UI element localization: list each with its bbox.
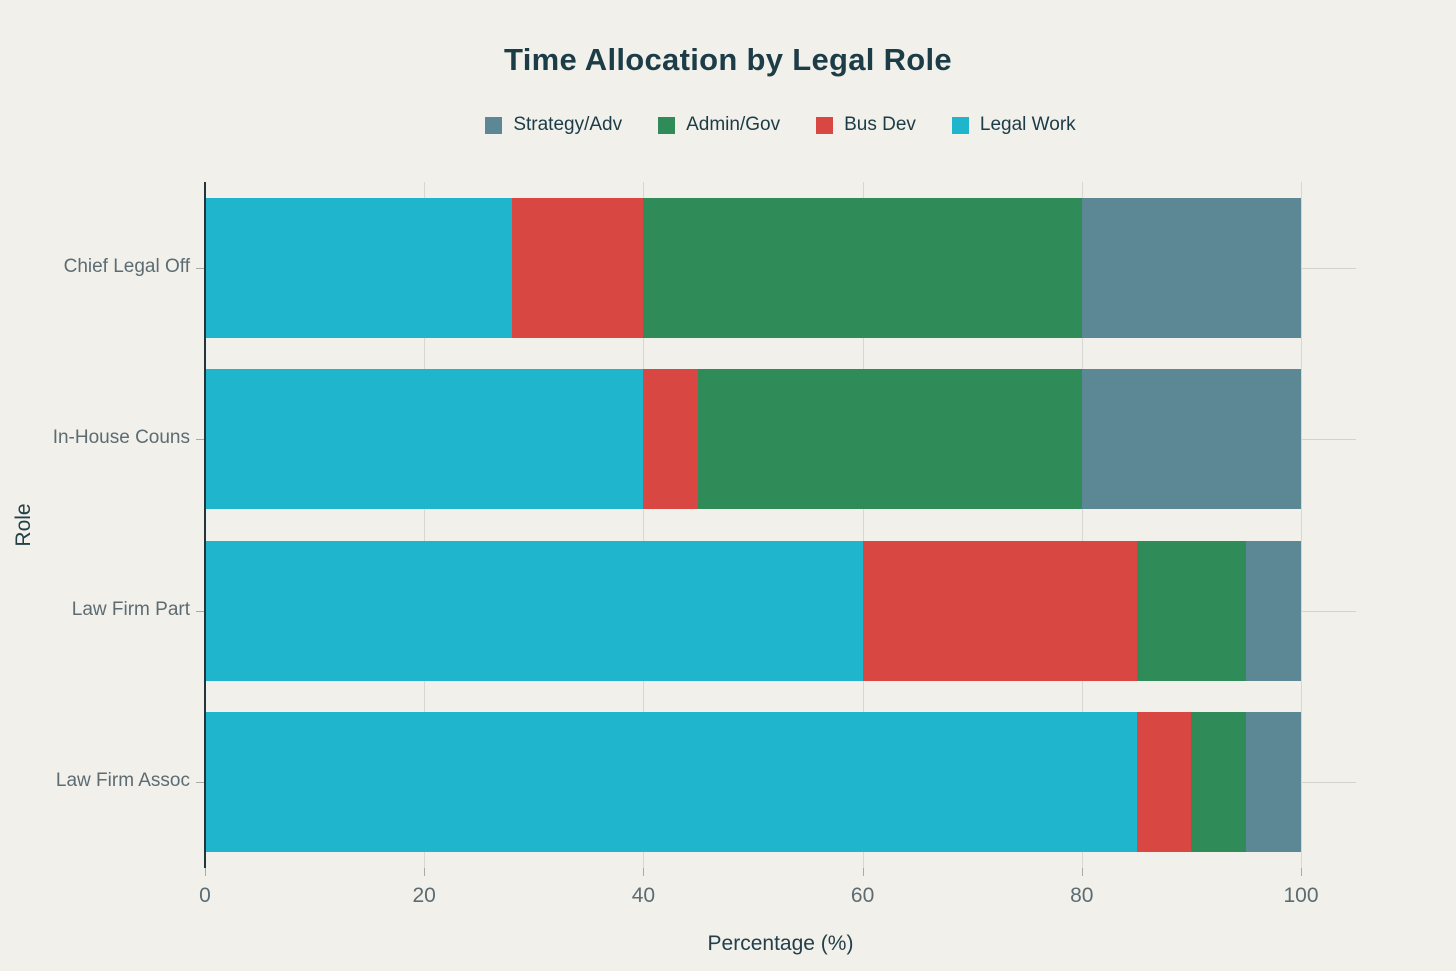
x-gridline-80 bbox=[1081, 182, 1083, 868]
x-gridline-40 bbox=[643, 182, 645, 868]
bar-segment-in-house-couns-legal-work bbox=[205, 369, 644, 510]
y-tick-label-chief-legal-off: Chief Legal Off bbox=[63, 255, 190, 277]
bar-segment-law-firm-assoc-admin-gov bbox=[1191, 712, 1247, 853]
legend-swatch-admin-gov bbox=[658, 116, 676, 134]
legend-label: Strategy/Adv bbox=[513, 114, 623, 135]
x-tick-20 bbox=[424, 868, 426, 876]
plot-area: 0 20 40 60 80 100 Chief Legal Off In-House Coun… bbox=[53, 182, 1356, 907]
legend-item-strategy-adv: Strategy/Adv bbox=[485, 114, 622, 136]
bar-segment-law-firm-assoc-strategy-adv bbox=[1246, 712, 1301, 853]
x-tick-label-60: 60 bbox=[850, 884, 875, 907]
bar-segment-chief-legal-off-admin-gov bbox=[643, 197, 1082, 338]
x-gridline-100 bbox=[1301, 182, 1302, 868]
y-axis-spine bbox=[204, 182, 206, 868]
y-axis-title: Role bbox=[12, 503, 35, 547]
bar-in-house-couns bbox=[205, 369, 1301, 510]
bar-segment-in-house-couns-admin-gov bbox=[698, 369, 1082, 510]
y-tick-label-in-house-couns: In-House Couns bbox=[52, 427, 190, 449]
legend-item-admin-gov: Admin/Gov bbox=[658, 114, 780, 136]
y-tick-in-house-couns bbox=[196, 439, 205, 441]
x-axis-title: Percentage (%) bbox=[707, 932, 854, 955]
bar-segment-law-firm-part-admin-gov bbox=[1136, 540, 1247, 681]
legend-label: Admin/Gov bbox=[686, 114, 781, 135]
legend: Strategy/Adv Admin/Gov Bus Dev Legal Work bbox=[205, 114, 1356, 136]
y-tick-label-law-firm-assoc: Law Firm Assoc bbox=[55, 770, 190, 792]
x-tick-80 bbox=[1081, 868, 1083, 876]
legend-swatch-bus-dev bbox=[816, 116, 834, 134]
x-tick-label-100: 100 bbox=[1283, 884, 1319, 907]
bar-segment-law-firm-part-bus-dev bbox=[862, 540, 1137, 681]
x-tick-label-80: 80 bbox=[1070, 884, 1094, 907]
y-tick-law-firm-assoc bbox=[196, 782, 205, 784]
x-tick-100 bbox=[1301, 868, 1302, 876]
x-tick-label-20: 20 bbox=[412, 884, 436, 907]
bar-law-firm-assoc bbox=[205, 712, 1301, 853]
y-tick-law-firm-part bbox=[196, 610, 205, 612]
legend-item-bus-dev: Bus Dev bbox=[816, 114, 916, 136]
chart-title: Time Allocation by Legal Role bbox=[504, 42, 952, 77]
x-tick-label-40: 40 bbox=[631, 884, 656, 907]
bar-segment-in-house-couns-bus-dev bbox=[643, 369, 699, 510]
bar-segment-law-firm-part-legal-work bbox=[205, 540, 863, 681]
y-tick-chief-legal-off bbox=[196, 267, 205, 269]
x-gridline-20 bbox=[424, 182, 426, 868]
x-gridline-60 bbox=[862, 182, 864, 868]
x-tick-0 bbox=[205, 868, 206, 876]
bar-segment-law-firm-assoc-bus-dev bbox=[1136, 712, 1192, 853]
legend-swatch-legal-work bbox=[951, 116, 969, 134]
y-tick-label-law-firm-part: Law Firm Part bbox=[71, 598, 190, 620]
bar-segment-in-house-couns-strategy-adv bbox=[1081, 369, 1301, 510]
x-tick-40 bbox=[643, 868, 645, 876]
bar-segment-law-firm-part-strategy-adv bbox=[1246, 540, 1301, 681]
legend-item-legal-work: Legal Work bbox=[951, 114, 1076, 136]
bar-law-firm-part bbox=[205, 540, 1301, 681]
legend-label: Bus Dev bbox=[844, 114, 916, 135]
x-tick-label-0: 0 bbox=[199, 884, 211, 907]
bar-segment-chief-legal-off-bus-dev bbox=[511, 197, 644, 338]
bar-chief-legal-off bbox=[205, 197, 1301, 338]
bar-segment-law-firm-assoc-legal-work bbox=[205, 712, 1137, 853]
legend-label: Legal Work bbox=[979, 114, 1076, 135]
legend-swatch-strategy-adv bbox=[485, 116, 503, 134]
x-tick-60 bbox=[862, 868, 864, 876]
bar-segment-chief-legal-off-legal-work bbox=[205, 197, 512, 338]
bar-segment-chief-legal-off-strategy-adv bbox=[1081, 197, 1301, 338]
